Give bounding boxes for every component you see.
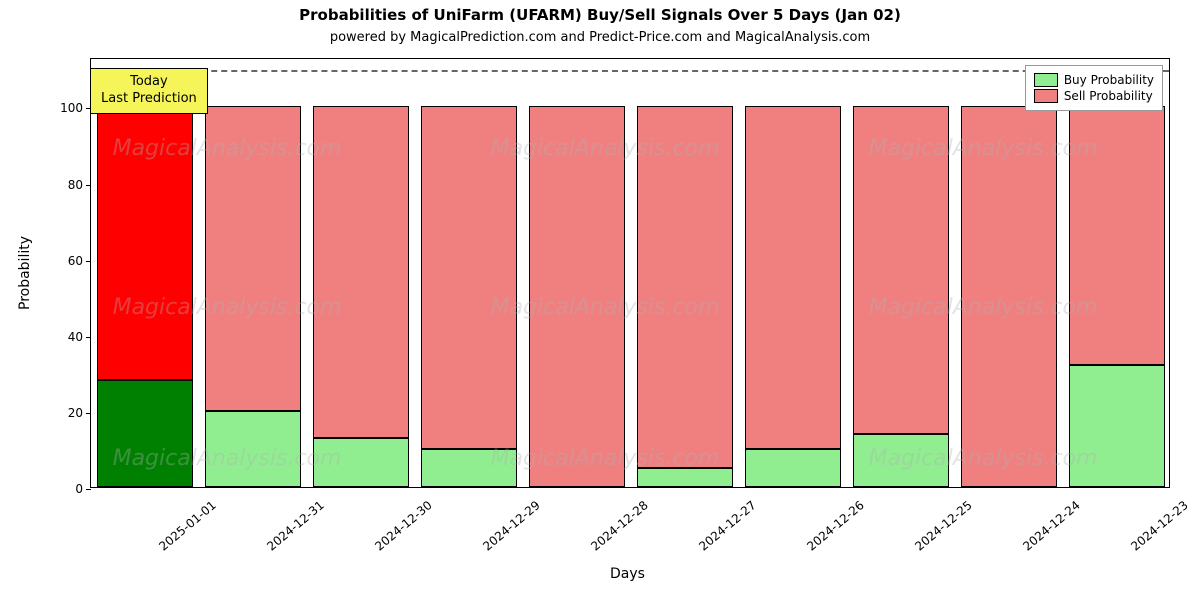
bar-column bbox=[853, 57, 948, 487]
plot-area: MagicalAnalysis.comMagicalAnalysis.comMa… bbox=[90, 58, 1170, 488]
legend-label: Sell Probability bbox=[1064, 89, 1153, 103]
sell-bar bbox=[1069, 106, 1164, 365]
y-tick-label: 0 bbox=[75, 482, 83, 496]
sell-bar bbox=[637, 106, 732, 468]
x-tick-label: 2024-12-29 bbox=[480, 498, 542, 554]
x-tick-label: 2024-12-23 bbox=[1128, 498, 1190, 554]
y-axis-label: Probability bbox=[17, 236, 33, 310]
buy-bar bbox=[421, 449, 516, 487]
y-tick-label: 60 bbox=[68, 254, 83, 268]
buy-bar bbox=[853, 434, 948, 487]
y-tick bbox=[86, 337, 91, 338]
chart-subtitle: powered by MagicalPrediction.com and Pre… bbox=[0, 30, 1200, 45]
bar-column bbox=[97, 57, 192, 487]
sell-bar bbox=[97, 106, 192, 380]
legend-swatch bbox=[1034, 73, 1058, 87]
legend: Buy Probability Sell Probability bbox=[1025, 65, 1163, 111]
x-tick-label: 2024-12-30 bbox=[372, 498, 434, 554]
x-tick-label: 2024-12-24 bbox=[1020, 498, 1082, 554]
bar-column bbox=[205, 57, 300, 487]
today-annotation: Today Last Prediction bbox=[90, 68, 208, 114]
sell-bar bbox=[205, 106, 300, 410]
bars-container bbox=[91, 59, 1169, 487]
sell-bar bbox=[961, 106, 1056, 487]
bar-column bbox=[313, 57, 408, 487]
x-tick-label: 2024-12-31 bbox=[264, 498, 326, 554]
buy-bar bbox=[205, 411, 300, 487]
today-line1: Today bbox=[101, 74, 197, 91]
sell-bar bbox=[313, 106, 408, 437]
x-tick-label: 2024-12-26 bbox=[804, 498, 866, 554]
y-tick bbox=[86, 261, 91, 262]
x-tick-label: 2024-12-25 bbox=[912, 498, 974, 554]
chart-title: Probabilities of UniFarm (UFARM) Buy/Sel… bbox=[0, 6, 1200, 24]
buy-bar bbox=[313, 438, 408, 487]
legend-item: Buy Probability bbox=[1034, 73, 1154, 87]
sell-bar bbox=[529, 106, 624, 487]
y-tick-label: 100 bbox=[60, 101, 83, 115]
y-tick bbox=[86, 108, 91, 109]
legend-item: Sell Probability bbox=[1034, 89, 1154, 103]
bar-column bbox=[529, 57, 624, 487]
buy-bar bbox=[1069, 365, 1164, 487]
buy-bar bbox=[97, 380, 192, 487]
sell-bar bbox=[745, 106, 840, 448]
bar-column bbox=[637, 57, 732, 487]
buy-bar bbox=[745, 449, 840, 487]
y-tick bbox=[86, 185, 91, 186]
bar-column bbox=[745, 57, 840, 487]
bar-column bbox=[1069, 57, 1164, 487]
x-tick-label: 2024-12-28 bbox=[588, 498, 650, 554]
legend-swatch bbox=[1034, 89, 1058, 103]
buy-bar bbox=[637, 468, 732, 487]
y-tick-label: 40 bbox=[68, 330, 83, 344]
bar-column bbox=[961, 57, 1056, 487]
y-tick bbox=[86, 489, 91, 490]
sell-bar bbox=[421, 106, 516, 448]
legend-label: Buy Probability bbox=[1064, 73, 1154, 87]
y-tick-label: 20 bbox=[68, 406, 83, 420]
y-tick-label: 80 bbox=[68, 178, 83, 192]
y-tick bbox=[86, 413, 91, 414]
today-line2: Last Prediction bbox=[101, 91, 197, 108]
x-tick-label: 2025-01-01 bbox=[156, 498, 218, 554]
sell-bar bbox=[853, 106, 948, 433]
x-axis-label: Days bbox=[610, 566, 645, 582]
bar-column bbox=[421, 57, 516, 487]
x-tick-label: 2024-12-27 bbox=[696, 498, 758, 554]
